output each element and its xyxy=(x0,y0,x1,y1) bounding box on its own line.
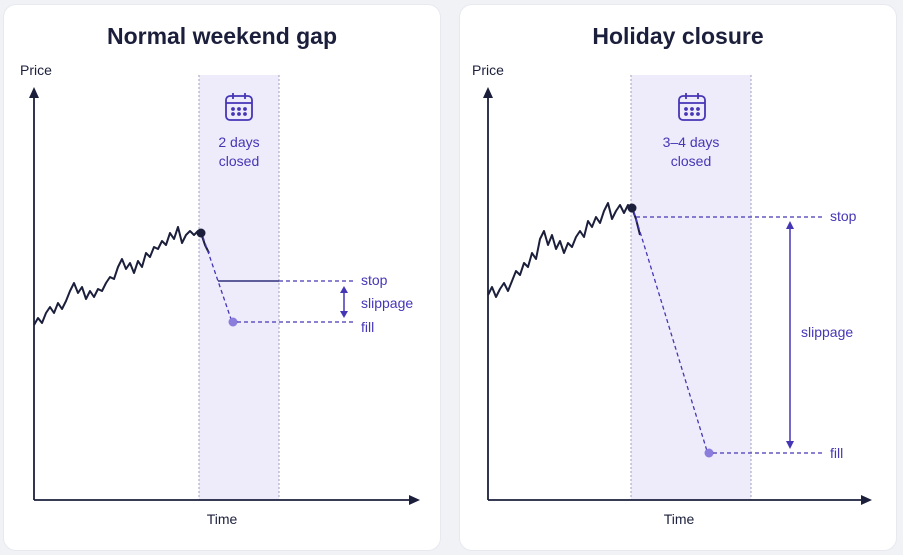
fill-point xyxy=(704,448,714,458)
fill-label: fill xyxy=(361,319,374,335)
closed-zone xyxy=(199,75,279,500)
diagram-normal-weekend: 2 days closed Price Time stop fill slipp… xyxy=(20,62,420,527)
panel-holiday-closure: Holiday closure 3–4 days closed Price Ti… xyxy=(460,5,896,550)
price-line xyxy=(33,226,210,326)
y-axis-arrow xyxy=(483,87,493,98)
diagram-holiday-closure: 3–4 days closed Price Time stop fill sli… xyxy=(472,62,872,527)
x-axis-label: Time xyxy=(664,511,695,527)
slippage-label: slippage xyxy=(361,295,413,311)
y-axis-arrow xyxy=(29,87,39,98)
last-close-point xyxy=(627,203,637,213)
stop-label: stop xyxy=(361,272,388,288)
closed-label: closed xyxy=(671,153,711,169)
x-axis-arrow xyxy=(409,495,420,505)
slippage-arrow-down xyxy=(340,311,348,318)
fill-label: fill xyxy=(830,445,843,461)
calendar-icon xyxy=(225,93,253,121)
price-line xyxy=(487,202,641,298)
fill-point xyxy=(228,317,238,327)
panel-title: Holiday closure xyxy=(592,23,764,49)
closed-zone xyxy=(631,75,751,500)
panel-title: Normal weekend gap xyxy=(106,23,338,49)
slippage-arrow-up xyxy=(340,286,348,293)
calendar-icon xyxy=(678,93,706,121)
gap-line xyxy=(202,236,233,323)
y-axis-label: Price xyxy=(20,62,52,78)
closed-duration-label: 3–4 days xyxy=(663,134,720,150)
x-axis-label: Time xyxy=(207,511,238,527)
slippage-arrow-up xyxy=(786,221,794,229)
closed-label: closed xyxy=(219,153,259,169)
closed-duration-label: 2 days xyxy=(218,134,259,150)
slippage-arrow-down xyxy=(786,441,794,449)
stop-label: stop xyxy=(830,208,857,224)
slippage-label: slippage xyxy=(801,324,853,340)
panel-normal-weekend-gap: Normal weekend gap 2 days closed Price T… xyxy=(4,5,440,550)
last-close-point xyxy=(196,228,206,238)
y-axis-label: Price xyxy=(472,62,504,78)
x-axis-arrow xyxy=(861,495,872,505)
